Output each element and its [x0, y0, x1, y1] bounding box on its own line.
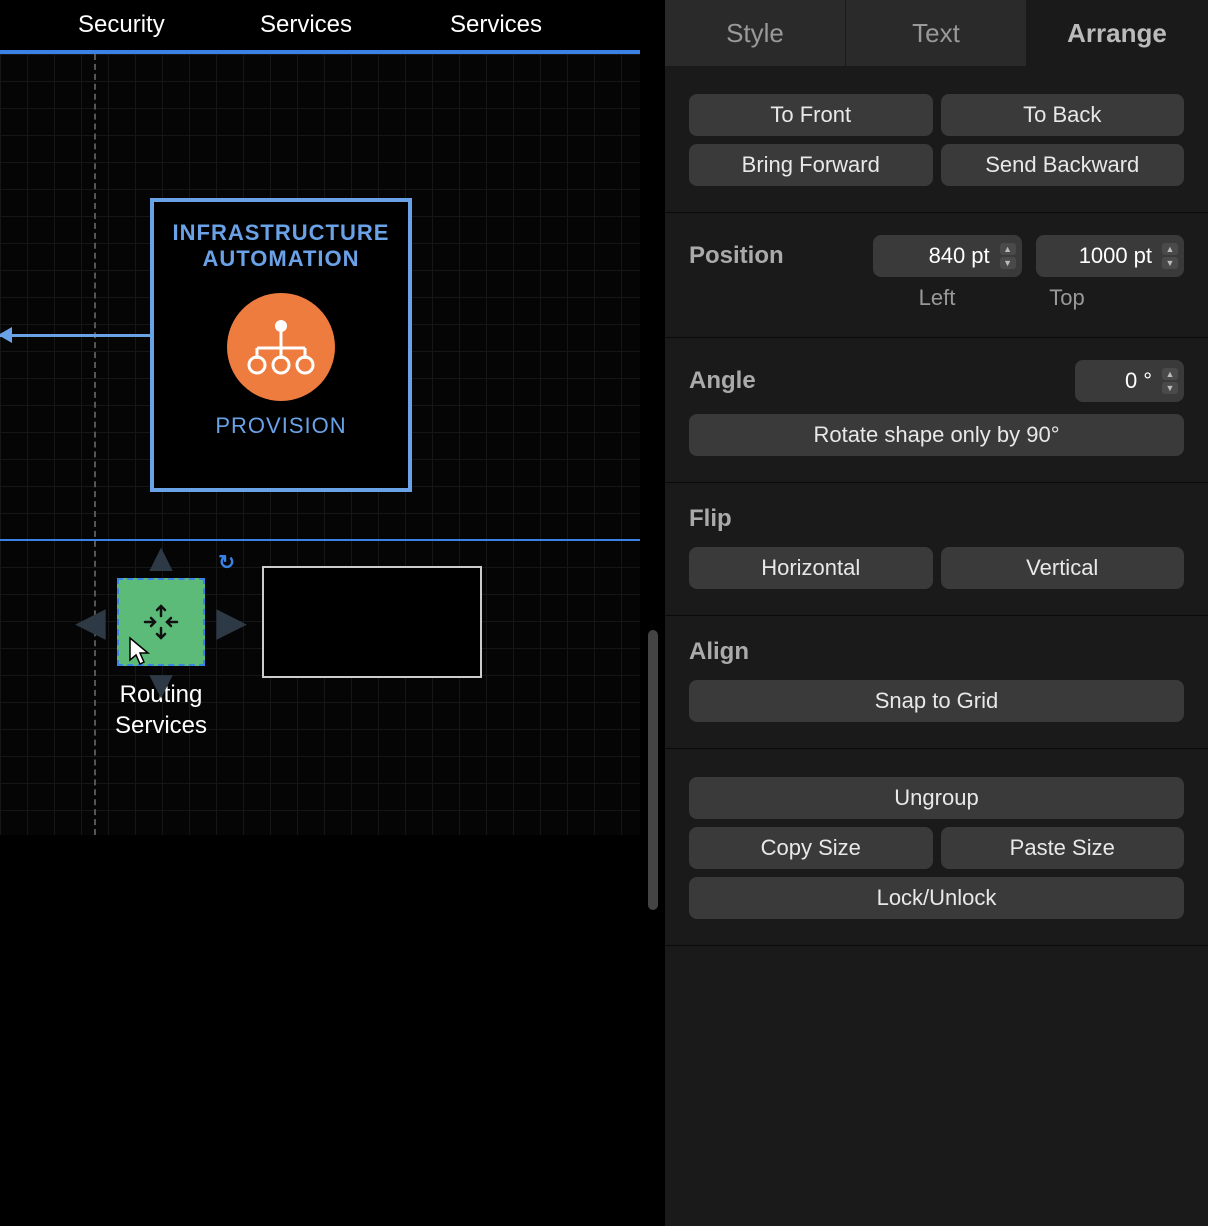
stepper-down-icon[interactable]: ▼: [1162, 257, 1178, 269]
ungroup-button[interactable]: Ungroup: [689, 777, 1184, 819]
unit-pt-left: pt: [971, 243, 989, 269]
cursor-pointer-icon: [128, 636, 152, 666]
position-left-spinner[interactable]: pt ▲ ▼: [873, 235, 1021, 277]
properties-sidebar: Style Text Arrange To Front To Back Brin…: [664, 0, 1208, 1226]
to-front-button[interactable]: To Front: [689, 94, 933, 136]
infra-title: INFRASTRUCTURE AUTOMATION: [154, 220, 408, 273]
tab-arrange[interactable]: Arrange: [1027, 0, 1208, 66]
infrastructure-automation-group[interactable]: INFRASTRUCTURE AUTOMATION PROVISION: [150, 198, 412, 492]
position-left-input[interactable]: [887, 243, 965, 269]
stepper-up-icon[interactable]: ▲: [1000, 243, 1016, 255]
empty-rectangle-shape[interactable]: [262, 566, 482, 678]
canvas-topbar: Security Services Services: [0, 0, 664, 50]
lock-unlock-button[interactable]: Lock/Unlock: [689, 877, 1184, 919]
paste-size-button[interactable]: Paste Size: [941, 827, 1185, 869]
move-handle-right[interactable]: ▶: [216, 599, 247, 645]
sidebar-tabs: Style Text Arrange: [665, 0, 1208, 66]
infra-title-line1: INFRASTRUCTURE: [173, 220, 390, 245]
alignment-guide-horizontal: [0, 539, 640, 541]
bring-forward-button[interactable]: Bring Forward: [689, 144, 933, 186]
position-top-spinner[interactable]: pt ▲ ▼: [1036, 235, 1184, 277]
canvas-scrollbar[interactable]: [648, 630, 658, 910]
section-order: To Front To Back Bring Forward Send Back…: [665, 66, 1208, 213]
position-left-sublabel: Left: [877, 285, 997, 311]
send-backward-button[interactable]: Send Backward: [941, 144, 1185, 186]
flip-horizontal-button[interactable]: Horizontal: [689, 547, 933, 589]
infra-title-line2: AUTOMATION: [202, 246, 359, 271]
flip-label: Flip: [689, 505, 1184, 533]
move-handle-up[interactable]: ▲: [141, 536, 181, 581]
topbar-label-services-2: Services: [450, 11, 542, 39]
snap-to-grid-button[interactable]: Snap to Grid: [689, 680, 1184, 722]
align-label: Align: [689, 638, 1184, 666]
section-group: Ungroup Copy Size Paste Size Lock/Unlock: [665, 749, 1208, 946]
provision-label: PROVISION: [154, 413, 408, 439]
copy-size-button[interactable]: Copy Size: [689, 827, 933, 869]
move-handle-down[interactable]: ▼: [141, 663, 181, 708]
position-label: Position: [689, 242, 859, 270]
provision-icon[interactable]: [227, 293, 335, 401]
section-flip: Flip Horizontal Vertical: [665, 483, 1208, 616]
tab-text[interactable]: Text: [846, 0, 1027, 66]
angle-input[interactable]: [1089, 368, 1137, 394]
canvas-area[interactable]: Security Services Services INFRASTRUCTUR…: [0, 0, 664, 1226]
rotate-handle[interactable]: ↻: [218, 550, 235, 575]
angle-label: Angle: [689, 367, 1061, 395]
topbar-label-services-1: Services: [260, 11, 352, 39]
tab-style[interactable]: Style: [665, 0, 846, 66]
stepper-down-icon[interactable]: ▼: [1162, 382, 1178, 394]
move-handle-left[interactable]: ◀: [75, 599, 106, 645]
stepper-up-icon[interactable]: ▲: [1162, 243, 1178, 255]
unit-pt-top: pt: [1134, 243, 1152, 269]
to-back-button[interactable]: To Back: [941, 94, 1185, 136]
section-position: Position pt ▲ ▼ pt ▲ ▼ Left Top: [665, 213, 1208, 338]
routing-label-line2: Services: [115, 712, 207, 739]
flip-vertical-button[interactable]: Vertical: [941, 547, 1185, 589]
position-top-sublabel: Top: [1007, 285, 1127, 311]
rotate-90-button[interactable]: Rotate shape only by 90°: [689, 414, 1184, 456]
unit-degree: °: [1143, 368, 1152, 394]
position-top-input[interactable]: [1050, 243, 1128, 269]
section-align: Align Snap to Grid: [665, 616, 1208, 749]
canvas-grid[interactable]: INFRASTRUCTURE AUTOMATION PROVISION: [0, 50, 640, 835]
stepper-up-icon[interactable]: ▲: [1162, 368, 1178, 380]
section-angle: Angle ° ▲ ▼ Rotate shape only by 90°: [665, 338, 1208, 483]
stepper-down-icon[interactable]: ▼: [1000, 257, 1016, 269]
topbar-label-security: Security: [78, 11, 165, 39]
angle-spinner[interactable]: ° ▲ ▼: [1075, 360, 1184, 402]
